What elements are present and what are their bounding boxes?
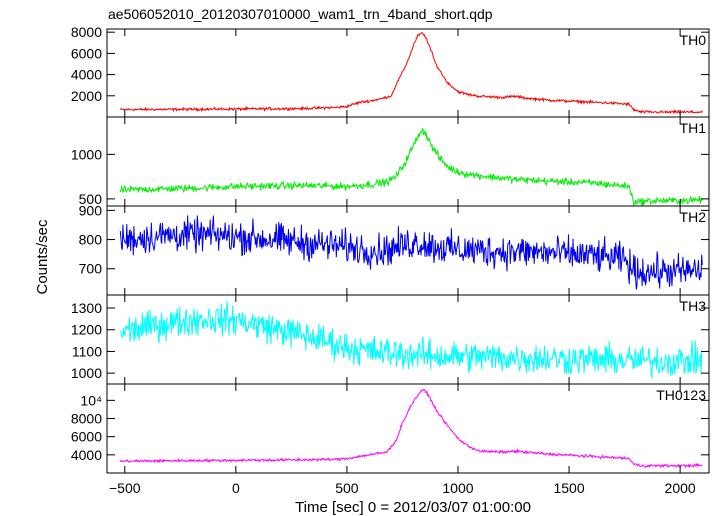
chart-title: ae506052010_20120307010000_wam1_trn_4ban…: [108, 6, 493, 22]
panel-label: TH2: [680, 209, 707, 225]
panels: 2000 4000 6000 8000 TH0 500 1000 TH1 700 800 900 TH…: [71, 24, 710, 496]
series-line-th3: [119, 300, 703, 379]
y-tick-label: 2000: [71, 88, 102, 104]
y-tick-label: 1100: [72, 343, 102, 359]
y-tick-label: 700: [79, 261, 103, 277]
x-tick-label: −500: [109, 480, 141, 496]
y-tick-label: 800: [79, 232, 103, 248]
panel-label: TH0: [680, 32, 707, 48]
y-tick-label: 500: [79, 191, 103, 207]
y-tick-label: 4000: [71, 447, 102, 463]
series-line-th0: [119, 31, 703, 115]
series-line-th2: [119, 215, 703, 290]
y-tick-label: 1200: [71, 322, 102, 338]
panel-frame: [106, 383, 710, 474]
y-tick-label: 6000: [71, 45, 102, 61]
y-tick-label: 1000: [71, 146, 102, 162]
y-axis-label: Counts/sec: [34, 219, 51, 295]
x-tick-label: 1500: [553, 480, 584, 496]
panel-frame: [106, 294, 710, 385]
x-tick-label: 1000: [442, 480, 473, 496]
panel-label: TH3: [680, 298, 707, 314]
panel-label: TH0123: [656, 387, 706, 403]
panel-frame: [106, 116, 710, 207]
y-tick-label: 6000: [71, 429, 102, 445]
series-line-th0123: [119, 388, 703, 469]
y-tick-label: 8000: [71, 411, 102, 427]
x-tick-label: 500: [335, 480, 359, 496]
y-tick-label: 1300: [71, 300, 102, 316]
y-tick-label: 900: [79, 202, 103, 218]
y-tick-label: 4000: [71, 67, 102, 83]
y-tick-label: 10⁴: [80, 392, 102, 408]
series-line-th1: [119, 127, 703, 206]
y-tick-label: 8000: [71, 24, 102, 40]
panel-label: TH1: [680, 120, 707, 136]
y-tick-label: 1000: [71, 365, 102, 381]
x-tick-label: 2000: [665, 480, 696, 496]
x-axis-label: Time [sec] 0 = 2012/03/07 01:00:00: [295, 499, 531, 516]
x-tick-label: 0: [232, 480, 240, 496]
